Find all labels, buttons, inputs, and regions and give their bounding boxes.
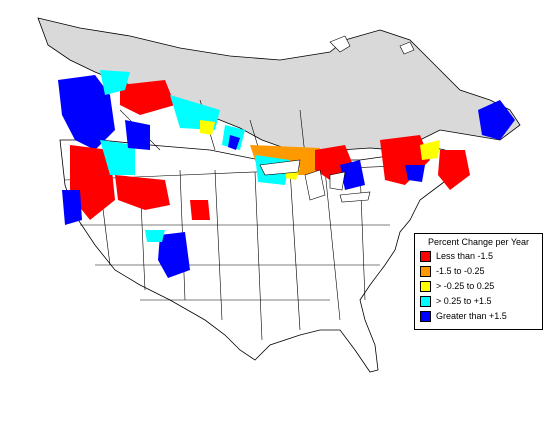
map-legend: Percent Change per Year Less than -1.5 -… [414,233,543,330]
arctic-island [329,35,351,53]
legend-swatch-red [420,251,431,262]
arctic-island [399,41,415,55]
legend-label: > 0.25 to +1.5 [436,296,492,306]
legend-swatch-blue [420,311,431,322]
legend-title: Percent Change per Year [427,237,530,247]
legend-swatch-orange [420,266,431,277]
legend-label: Greater than +1.5 [436,311,507,321]
legend-label: -1.5 to -0.25 [436,266,485,276]
legend-label: Less than -1.5 [436,251,494,261]
legend-label: > -0.25 to 0.25 [436,281,495,291]
great-lakes [259,159,371,203]
legend-swatch-cyan [420,296,431,307]
legend-swatch-yellow [420,281,431,292]
